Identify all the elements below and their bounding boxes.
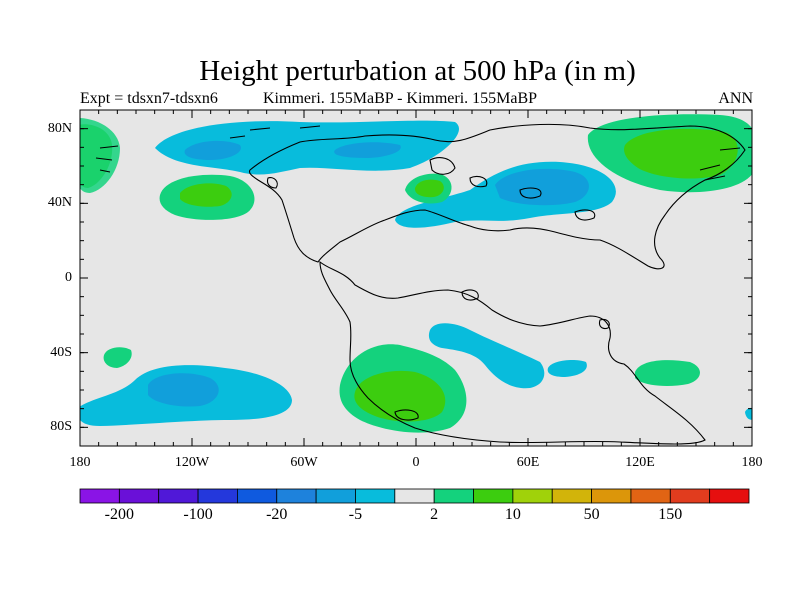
contour-south-atlantic-high-core bbox=[354, 370, 446, 422]
coastline-island-5 bbox=[461, 289, 479, 301]
contour-southern-indian-low bbox=[428, 323, 545, 389]
y-tick-label: 80N bbox=[47, 120, 72, 136]
y-tick-label: 0 bbox=[65, 270, 72, 285]
colorbar-swatch bbox=[512, 488, 553, 504]
season-label: ANN bbox=[718, 90, 753, 107]
x-tick-label: 120W bbox=[174, 455, 210, 470]
contour-arctic-high-west-edge bbox=[80, 118, 120, 193]
x-tick-label: 180 bbox=[741, 455, 763, 470]
contour-south-pacific-low-core bbox=[148, 373, 219, 407]
colorbar-swatch bbox=[630, 488, 671, 504]
colorbar-swatch bbox=[158, 488, 199, 504]
colorbar-swatch bbox=[118, 488, 160, 504]
colorbar-swatch bbox=[315, 488, 356, 504]
x-tick-label: 60E bbox=[516, 455, 540, 470]
x-tick-label: 0 bbox=[412, 455, 420, 470]
colorbar-label: -20 bbox=[266, 506, 288, 523]
colorbar-swatch bbox=[473, 488, 514, 504]
contour-north-pacific-low bbox=[155, 120, 459, 175]
colorbar-swatch bbox=[237, 488, 278, 504]
y-tick-label: 80S bbox=[50, 419, 72, 435]
coastline-island-7 bbox=[394, 409, 419, 421]
coastline-island-9 bbox=[95, 145, 119, 173]
coastline-island-10 bbox=[699, 147, 741, 181]
x-tick-label: 60W bbox=[290, 455, 318, 470]
colorbar-label: -100 bbox=[183, 506, 213, 523]
coastline-island-6 bbox=[598, 318, 610, 330]
colorbar-swatch bbox=[79, 488, 120, 504]
contour-asia-low-core bbox=[495, 168, 589, 206]
colorbar-swatch bbox=[355, 488, 396, 504]
coastline-island-4 bbox=[574, 209, 596, 221]
colorbar-label: 150 bbox=[658, 506, 683, 523]
plot-title: Height perturbation at 500 hPa (in m) bbox=[199, 55, 636, 87]
contour-europe-high-core bbox=[414, 179, 444, 198]
colorbar-label: 50 bbox=[583, 506, 600, 523]
coastline-island-11 bbox=[229, 125, 321, 139]
colorbar-swatch bbox=[433, 488, 474, 504]
contour-eastern-pacific-high-core bbox=[180, 183, 232, 207]
colorbar-swatch bbox=[669, 488, 711, 504]
coastline-island-2 bbox=[469, 175, 488, 188]
contour-southern-indian-low-2 bbox=[547, 360, 587, 377]
y-tick-label: 40N bbox=[47, 195, 72, 211]
colorbar-swatch bbox=[591, 488, 632, 504]
contour-southern-high-west bbox=[103, 347, 132, 368]
contour-arctic-high-core bbox=[624, 128, 738, 179]
colorbar-label: 10 bbox=[504, 506, 521, 523]
coastline-laurasia bbox=[248, 123, 746, 270]
x-tick-label: 120E bbox=[625, 455, 655, 470]
experiment-label: Expt = tdsxn7-tdsxn6 bbox=[80, 90, 218, 107]
contour-north-pacific-low-core bbox=[184, 140, 241, 160]
x-tick-label: 180 bbox=[69, 455, 91, 470]
colorbar-label: 2 bbox=[430, 506, 439, 523]
contour-fill-layer bbox=[80, 114, 752, 433]
coastline-gondwana bbox=[319, 260, 706, 445]
colorbar-label: -5 bbox=[348, 506, 363, 523]
case-label: Kimmeri. 155MaBP - Kimmeri. 155MaBP bbox=[263, 90, 538, 107]
coastline-island-1 bbox=[429, 157, 456, 175]
contour-southern-low-edge bbox=[745, 407, 752, 420]
colorbar-swatch bbox=[394, 488, 435, 504]
y-tick-label: 40S bbox=[50, 344, 72, 360]
colorbar bbox=[79, 488, 750, 504]
colorbar-swatch bbox=[197, 488, 238, 504]
coastline-island-3 bbox=[519, 187, 542, 199]
contour-southern-high-east bbox=[635, 360, 700, 386]
colorbar-label: -200 bbox=[104, 506, 134, 523]
contour-north-pacific-low-core-2 bbox=[334, 142, 401, 158]
colorbar-swatch bbox=[709, 488, 750, 504]
coastline-layer bbox=[95, 123, 746, 445]
colorbar-swatch bbox=[551, 488, 592, 504]
axis-ticks bbox=[79, 109, 753, 447]
colorbar-swatch bbox=[276, 488, 317, 504]
coastline-island-8 bbox=[266, 177, 278, 189]
